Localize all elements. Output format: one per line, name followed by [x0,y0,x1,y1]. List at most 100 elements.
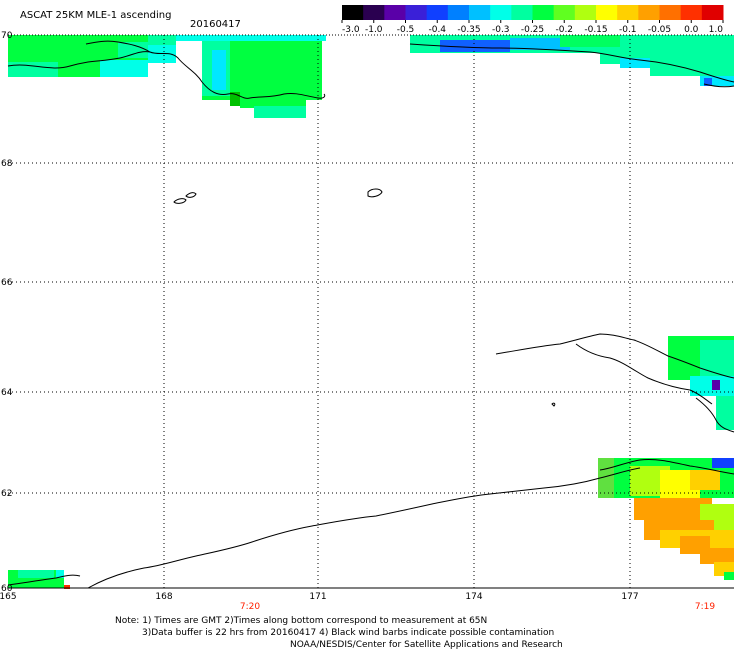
island-small [185,192,197,198]
coastline-delta-south [599,459,735,475]
latitude-label: 70 [1,31,13,41]
coastline-chukotka [7,51,326,99]
swath-cell [700,340,734,380]
colorbar-swatch [638,5,660,20]
swath-cell [440,40,510,52]
swath-cell [212,50,226,90]
swath-cell [650,62,734,76]
colorbar-swatch [553,5,576,20]
colorbar-label: -0.15 [584,25,607,35]
time-label: 7:20 [240,602,260,612]
island-tiny [551,402,556,407]
swath-cell [712,458,734,468]
coastline-cape [703,83,735,88]
colorbar-label: 0.0 [684,25,699,35]
note-line-1: Note: 1) Times are GMT 2)Times along bot… [115,616,488,626]
colorbar [342,5,724,20]
swath-cell [700,548,734,564]
coastlines [7,40,735,589]
swath-cell [64,585,70,589]
colorbar-swatch [659,5,682,20]
swath-cell [100,60,148,77]
colorbar-swatch [469,5,491,20]
swath-cell [690,470,720,490]
longitude-label: 174 [465,592,482,602]
colorbar-swatch [617,5,639,20]
swath-cell [716,396,734,430]
swath-cell [8,62,58,77]
coastline-bottom-left [7,574,81,586]
colorbar-swatch [342,5,364,20]
swath-cell [634,498,712,520]
swath-cell [56,570,64,578]
colorbar-labels: -3.0 -1.0 -0.5 -0.4 -0.35 -0.3 -0.25 -0.2 -0.15 -… [341,20,724,35]
swath-cell [18,570,54,578]
coastline-yukon-delta [695,397,735,433]
swath-cell [254,106,306,118]
longitude-label: 168 [155,592,172,602]
latitude-label: 60 [1,584,13,594]
swath-cell [620,58,650,68]
data-swaths [8,35,734,589]
colorbar-label: -0.25 [521,25,544,35]
latitude-label: 64 [1,388,13,398]
note-line-2: 3)Data buffer is 22 hrs from 20160417 4)… [142,628,555,638]
island-st-lawrence-west [367,188,383,198]
colorbar-swatch [701,5,724,20]
longitude-label: 165 [0,592,17,602]
island-small [173,198,187,204]
colorbar-label: -0.3 [492,25,510,35]
swath-cell [118,42,148,58]
swath-cell [510,38,570,50]
colorbar-label: -1.0 [365,25,383,35]
colorbar-label: 1.0 [709,25,724,35]
colorbar-swatch [384,5,406,20]
coastline-north-alaska [409,43,735,83]
coastline-norton-sound [575,343,713,405]
swath-cell [230,92,240,106]
swath-cell [176,35,326,41]
colorbar-swatch [405,5,428,20]
colorbar-swatch [511,5,533,20]
swath-cell [560,35,620,47]
swath-cell [704,78,712,86]
colorbar-label: -0.4 [428,25,446,35]
colorbar-label: -0.5 [397,25,415,35]
coastline-inlet [85,40,151,53]
colorbar-label: -0.05 [648,25,671,35]
note-line-3: NOAA/NESDIS/Center for Satellite Applica… [290,640,563,650]
colorbar-label: -3.0 [342,25,360,35]
colorbar-label: -0.1 [619,25,637,35]
figure-title: ASCAT 25KM MLE-1 ascending [20,10,172,21]
swath-cell [700,76,734,86]
coastline-kamchatka-koryak [87,467,641,589]
longitude-labels: 165 168 171 174 177 [0,592,639,602]
longitude-label: 171 [309,592,326,602]
coastline-seward [495,333,735,379]
colorbar-swatch [680,5,703,20]
time-labels: 7:20 7:19 [240,602,715,612]
longitude-label: 177 [621,592,638,602]
time-label: 7:19 [695,602,715,612]
latitude-label: 62 [1,489,12,499]
colorbar-swatch [532,5,555,20]
colorbar-swatch [574,5,597,20]
swath-cell [240,96,306,108]
latitude-label: 66 [1,278,13,288]
colorbar-swatch [426,5,449,20]
latitude-labels: 70 68 66 64 62 60 [1,31,13,594]
colorbar-swatch [447,5,470,20]
colorbar-swatch [596,5,618,20]
swath-cell [724,572,734,580]
figure-date: 20160417 [190,19,241,30]
colorbar-swatch [490,5,512,20]
swath-cell [148,35,176,45]
colorbar-swatch [363,5,385,20]
colorbar-label: -0.35 [457,25,480,35]
latitude-label: 68 [1,159,13,169]
colorbar-label: -0.2 [555,25,573,35]
swath-cell [712,380,720,390]
graticule [8,35,734,588]
